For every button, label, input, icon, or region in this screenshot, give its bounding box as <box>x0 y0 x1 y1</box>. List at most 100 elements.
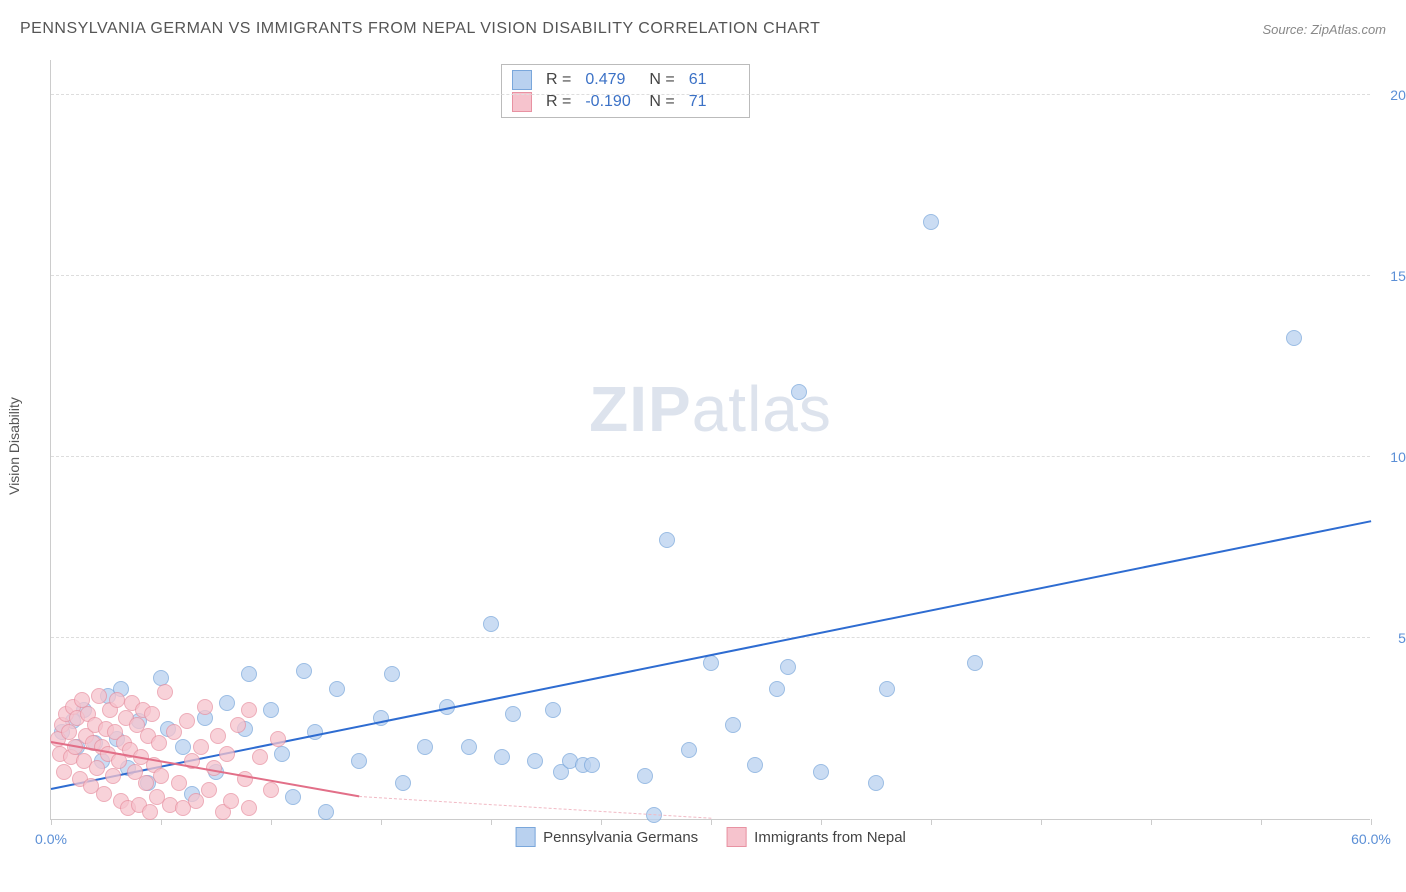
data-point <box>329 681 345 697</box>
data-point <box>780 659 796 675</box>
data-point <box>241 702 257 718</box>
data-point <box>791 384 807 400</box>
data-point <box>263 702 279 718</box>
legend-n-value: 61 <box>689 71 739 89</box>
gridline <box>51 275 1370 276</box>
data-point <box>175 739 191 755</box>
gridline <box>51 637 1370 638</box>
legend-r-label: R = <box>546 93 571 111</box>
data-point <box>318 804 334 820</box>
x-tick <box>931 819 932 825</box>
legend-n-value: 71 <box>689 93 739 111</box>
data-point <box>241 666 257 682</box>
data-point <box>219 695 235 711</box>
legend-r-value: 0.479 <box>585 71 635 89</box>
data-point <box>483 616 499 632</box>
legend-swatch <box>512 70 532 90</box>
data-point <box>151 735 167 751</box>
data-point <box>201 782 217 798</box>
legend-series-label: Pennsylvania Germans <box>543 829 698 846</box>
x-tick <box>601 819 602 825</box>
data-point <box>813 764 829 780</box>
data-point <box>769 681 785 697</box>
y-tick-label: 5.0% <box>1375 630 1406 646</box>
legend-swatch <box>726 827 746 847</box>
gridline <box>51 94 1370 95</box>
legend-r-label: R = <box>546 71 571 89</box>
data-point <box>109 692 125 708</box>
data-point <box>1286 330 1302 346</box>
legend-r-value: -0.190 <box>585 93 635 111</box>
x-tick-label: 60.0% <box>1351 831 1391 847</box>
x-tick <box>381 819 382 825</box>
data-point <box>157 684 173 700</box>
chart-source: Source: ZipAtlas.com <box>1262 22 1386 37</box>
data-point <box>545 702 561 718</box>
data-point <box>197 699 213 715</box>
data-point <box>56 764 72 780</box>
gridline <box>51 456 1370 457</box>
data-point <box>923 214 939 230</box>
y-tick-label: 15.0% <box>1375 268 1406 284</box>
data-point <box>584 757 600 773</box>
data-point <box>230 717 246 733</box>
data-point <box>138 775 154 791</box>
x-tick <box>161 819 162 825</box>
data-point <box>219 746 235 762</box>
data-point <box>193 739 209 755</box>
legend-series-label: Immigrants from Nepal <box>754 829 906 846</box>
data-point <box>285 789 301 805</box>
x-tick <box>711 819 712 825</box>
data-point <box>505 706 521 722</box>
y-axis-label: Vision Disability <box>6 397 22 495</box>
data-point <box>681 742 697 758</box>
x-tick-label: 0.0% <box>35 831 67 847</box>
chart-header: PENNSYLVANIA GERMAN VS IMMIGRANTS FROM N… <box>20 20 1386 38</box>
legend-n-label: N = <box>649 71 674 89</box>
y-tick-label: 10.0% <box>1375 449 1406 465</box>
legend-series: Pennsylvania Germans Immigrants from Nepa… <box>515 827 906 847</box>
plot-area: ZIPatlas R =0.479N =61R =-0.190N =71 Pen… <box>50 60 1370 820</box>
x-tick <box>1041 819 1042 825</box>
data-point <box>868 775 884 791</box>
data-point <box>270 731 286 747</box>
y-tick-label: 20.0% <box>1375 87 1406 103</box>
legend-n-label: N = <box>649 93 674 111</box>
legend-series-item: Immigrants from Nepal <box>726 827 906 847</box>
data-point <box>637 768 653 784</box>
data-point <box>179 713 195 729</box>
data-point <box>210 728 226 744</box>
data-point <box>747 757 763 773</box>
data-point <box>223 793 239 809</box>
data-point <box>188 793 204 809</box>
data-point <box>879 681 895 697</box>
data-point <box>494 749 510 765</box>
data-point <box>89 760 105 776</box>
x-tick <box>1371 819 1372 825</box>
data-point <box>144 706 160 722</box>
x-tick <box>271 819 272 825</box>
data-point <box>725 717 741 733</box>
data-point <box>142 804 158 820</box>
data-point <box>241 800 257 816</box>
data-point <box>96 786 112 802</box>
legend-swatch <box>515 827 535 847</box>
data-point <box>659 532 675 548</box>
legend-stats: R = 0.479 N = 61 R = -0.190 N = 71 <box>501 64 750 118</box>
trend-line <box>51 520 1371 790</box>
data-point <box>967 655 983 671</box>
x-tick <box>51 819 52 825</box>
legend-stat-row: R = 0.479 N = 61 <box>512 69 739 91</box>
x-tick <box>491 819 492 825</box>
data-point <box>527 753 543 769</box>
data-point <box>263 782 279 798</box>
data-point <box>417 739 433 755</box>
x-tick <box>1151 819 1152 825</box>
data-point <box>252 749 268 765</box>
data-point <box>105 768 121 784</box>
data-point <box>153 768 169 784</box>
data-point <box>461 739 477 755</box>
data-point <box>351 753 367 769</box>
x-tick <box>821 819 822 825</box>
data-point <box>296 663 312 679</box>
